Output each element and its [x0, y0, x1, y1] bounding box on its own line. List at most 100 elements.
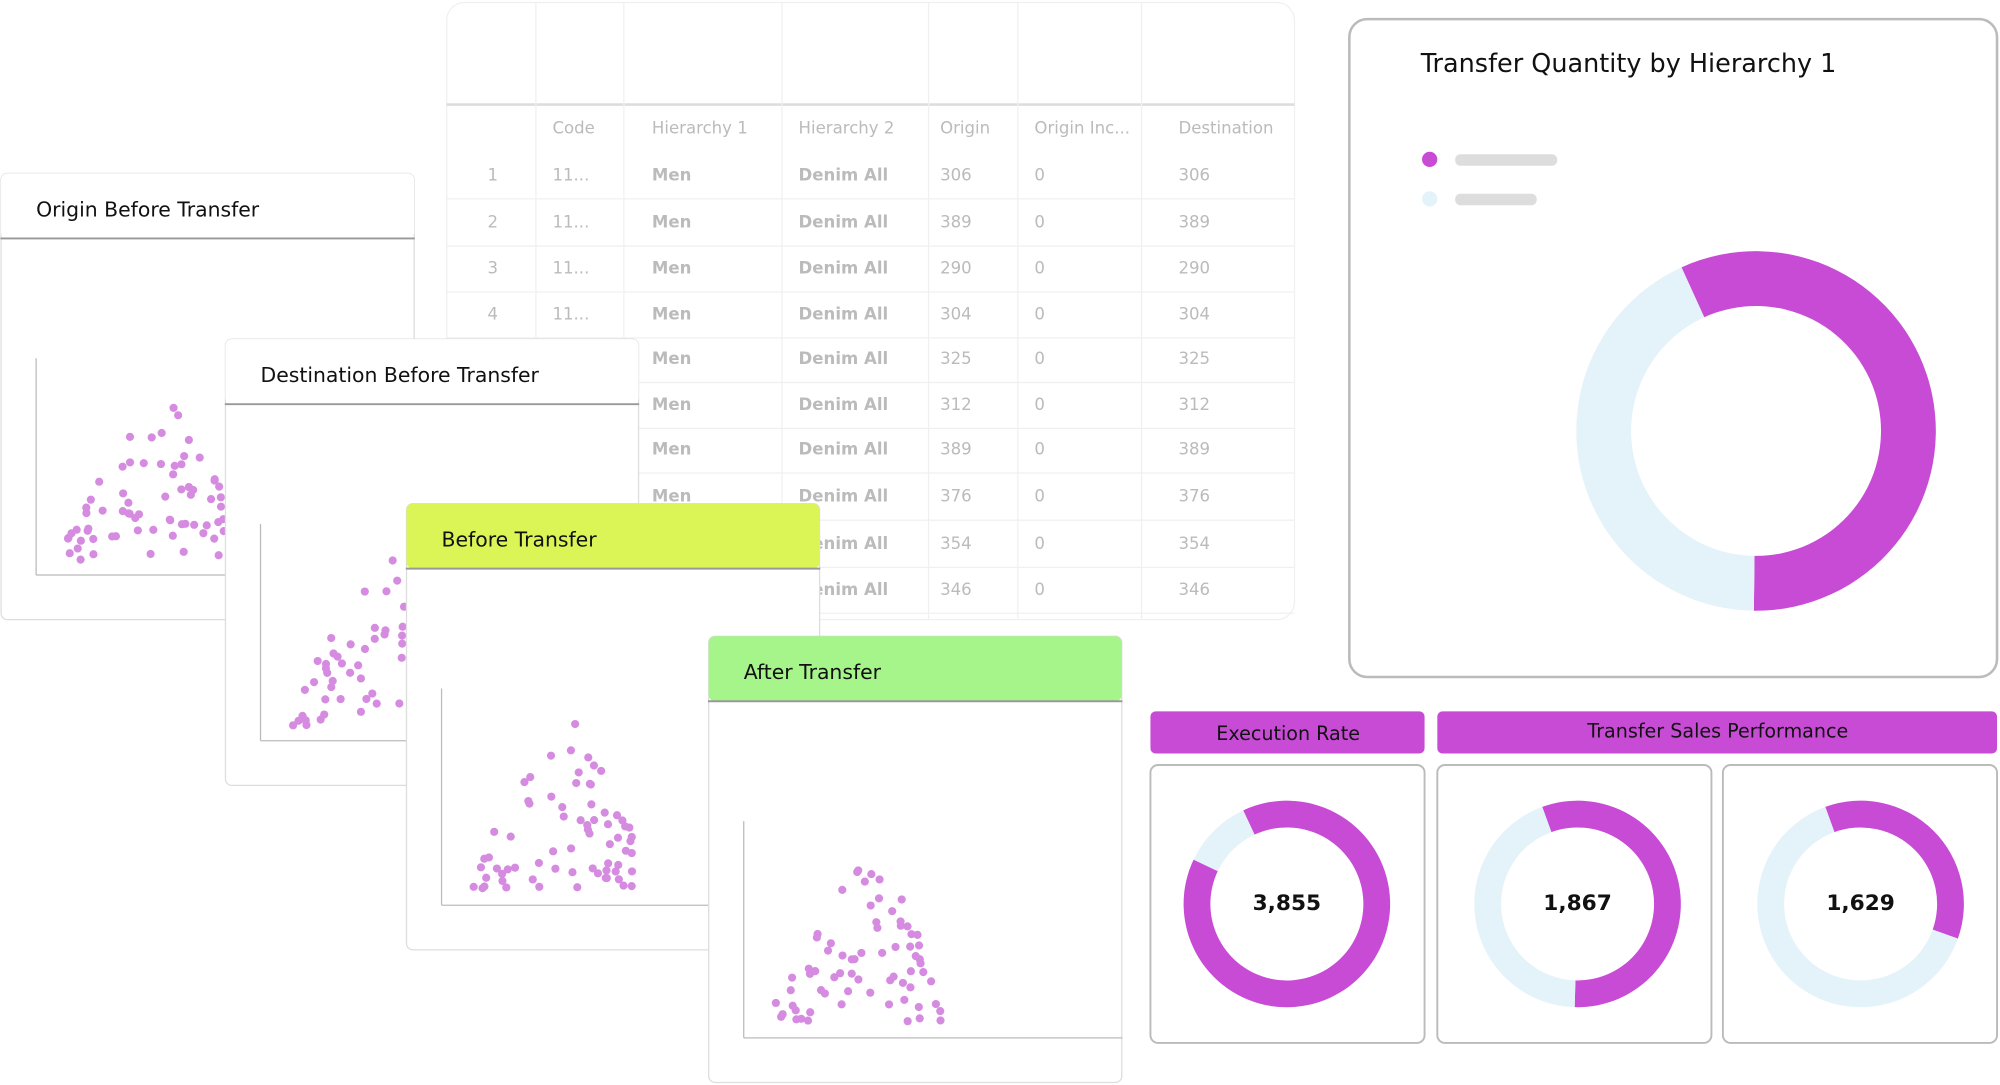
dot	[146, 549, 155, 559]
dot	[337, 659, 347, 668]
dot	[199, 529, 208, 538]
dot	[811, 967, 820, 976]
dot	[853, 867, 862, 877]
dot	[161, 492, 170, 501]
panel-header	[225, 339, 639, 405]
cell: Men	[652, 349, 692, 368]
cell: 290	[940, 259, 972, 278]
dot	[345, 668, 355, 677]
dot	[627, 882, 636, 891]
panel-header	[708, 636, 1122, 702]
dot	[179, 547, 188, 556]
cell: Denim All	[799, 580, 889, 599]
panel-title: Destination Before Transfer	[261, 363, 540, 387]
panel-header	[1, 173, 415, 239]
center-label: 1,629	[1826, 891, 1895, 916]
cell: 346	[940, 580, 972, 599]
dot	[830, 973, 839, 982]
dot	[76, 555, 85, 564]
cell: 0	[1034, 487, 1045, 506]
cell: Denim All	[799, 213, 889, 232]
dot	[931, 999, 941, 1009]
cell: 389	[940, 213, 972, 232]
dot	[604, 859, 613, 868]
dot	[907, 930, 916, 939]
cell: 0	[1034, 304, 1045, 323]
section-title: Execution Rate	[1216, 722, 1360, 745]
cell: Men	[652, 304, 692, 323]
cell: 389	[940, 440, 972, 459]
dot	[323, 668, 332, 677]
dot	[321, 695, 330, 704]
dot	[566, 844, 576, 853]
dot	[393, 576, 402, 585]
dot	[490, 827, 499, 836]
cell: 304	[940, 304, 972, 323]
dot	[551, 864, 560, 873]
dot	[936, 1007, 945, 1016]
dot	[354, 661, 363, 670]
dot	[914, 941, 924, 950]
dot	[585, 779, 594, 788]
dot	[574, 768, 583, 777]
cell: Men	[652, 165, 692, 184]
cell: 0	[1034, 395, 1045, 414]
dot	[588, 864, 597, 873]
dot	[788, 1001, 797, 1010]
dot	[395, 699, 404, 708]
dot	[559, 812, 568, 821]
dot	[919, 968, 928, 977]
cell: 389	[1178, 440, 1210, 459]
dot	[778, 1010, 787, 1019]
dot	[838, 951, 847, 960]
dot	[210, 475, 219, 484]
cell: 0	[1034, 259, 1045, 278]
dot	[506, 832, 515, 841]
dot	[480, 882, 489, 891]
dot	[300, 685, 309, 694]
dot	[370, 634, 379, 643]
dot	[125, 432, 135, 441]
dot	[903, 922, 912, 931]
dot	[884, 1000, 894, 1009]
section-header	[1437, 711, 1998, 754]
cell: 290	[1178, 259, 1210, 278]
dot	[76, 536, 85, 545]
dot	[903, 1017, 912, 1026]
dot	[118, 507, 127, 516]
dot	[866, 988, 875, 997]
legend-dot	[1422, 191, 1438, 207]
panel-title: Before Transfer	[442, 528, 598, 552]
dot	[936, 1016, 945, 1025]
dot	[157, 428, 166, 438]
section-title: Transfer Sales Performance	[1586, 719, 1848, 742]
donut-segment	[1474, 806, 1576, 1008]
dot	[309, 678, 319, 687]
dot	[327, 633, 336, 643]
dot	[558, 803, 567, 812]
dot	[813, 929, 822, 939]
dot	[503, 865, 512, 874]
dot	[469, 882, 478, 891]
cell: 11...	[552, 259, 589, 278]
dot	[900, 995, 909, 1004]
panel	[708, 635, 1123, 1084]
dot	[590, 816, 599, 825]
dot	[573, 883, 582, 892]
dot	[612, 811, 622, 820]
dot	[602, 866, 611, 875]
dot	[510, 863, 520, 872]
dot	[619, 881, 628, 890]
dot	[520, 778, 529, 787]
dot	[89, 534, 98, 544]
dot	[891, 942, 900, 952]
section-header	[1150, 711, 1425, 754]
dot	[313, 656, 322, 666]
dot	[372, 699, 381, 708]
dot	[626, 837, 635, 846]
dot	[911, 952, 920, 961]
dot	[398, 639, 407, 648]
dot	[382, 587, 391, 596]
dot	[614, 875, 623, 884]
card-title: Transfer Quantity by Hierarchy 1	[1420, 49, 1837, 79]
